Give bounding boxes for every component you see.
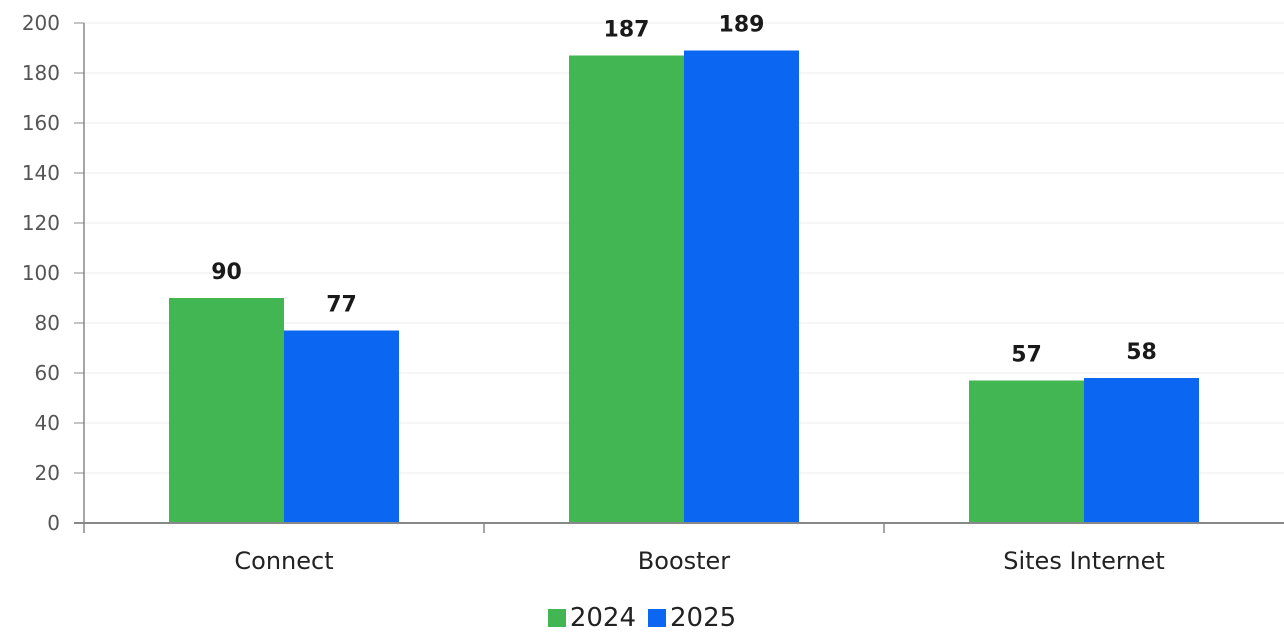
y-tick-label: 0 (47, 511, 60, 535)
y-tick-label: 140 (22, 161, 60, 185)
legend-label: 2024 (569, 603, 636, 633)
bar-chart: 0 20 40 60 80 100 120 140 160 180 200 90 77 Connect 18… (22, 11, 1284, 575)
legend-swatch (648, 609, 666, 627)
y-tick-label: 40 (35, 411, 60, 435)
y-tick-label: 20 (35, 461, 60, 485)
bar-2025-connect (284, 330, 399, 523)
y-tick-label: 180 (22, 61, 60, 85)
bar-2024-sites-internet (969, 380, 1084, 523)
bar-2025-sites-internet (1084, 378, 1199, 523)
y-tick-label: 200 (22, 11, 60, 35)
y-tick-label: 160 (22, 111, 60, 135)
bar-2025-booster (684, 50, 799, 523)
x-category-label: Sites Internet (1003, 547, 1165, 575)
data-label: 187 (604, 18, 650, 43)
y-tick-label: 120 (22, 211, 60, 235)
data-label: 77 (326, 293, 357, 318)
data-label: 58 (1126, 340, 1157, 365)
data-label: 90 (211, 260, 242, 285)
y-tick-label: 80 (35, 311, 60, 335)
bar-2024-booster (569, 55, 684, 523)
data-label: 57 (1011, 343, 1042, 368)
legend-label: 2025 (670, 603, 737, 633)
legend-swatch (547, 609, 566, 627)
labels: 0 20 40 60 80 100 120 140 160 180 200 90 77 Connect 18… (22, 11, 1165, 575)
x-category-label: Booster (638, 547, 731, 575)
y-tick-label: 100 (22, 261, 60, 285)
x-category-label: Connect (234, 547, 333, 575)
bar-2024-connect (169, 298, 284, 523)
y-tick-label: 60 (35, 361, 60, 385)
bars (169, 50, 1199, 523)
axes (74, 22, 1284, 533)
legend-item: 2025 (648, 605, 736, 631)
legend: 2024 2025 (0, 603, 1284, 633)
data-label: 189 (719, 13, 765, 38)
legend-item: 2024 (547, 603, 636, 633)
